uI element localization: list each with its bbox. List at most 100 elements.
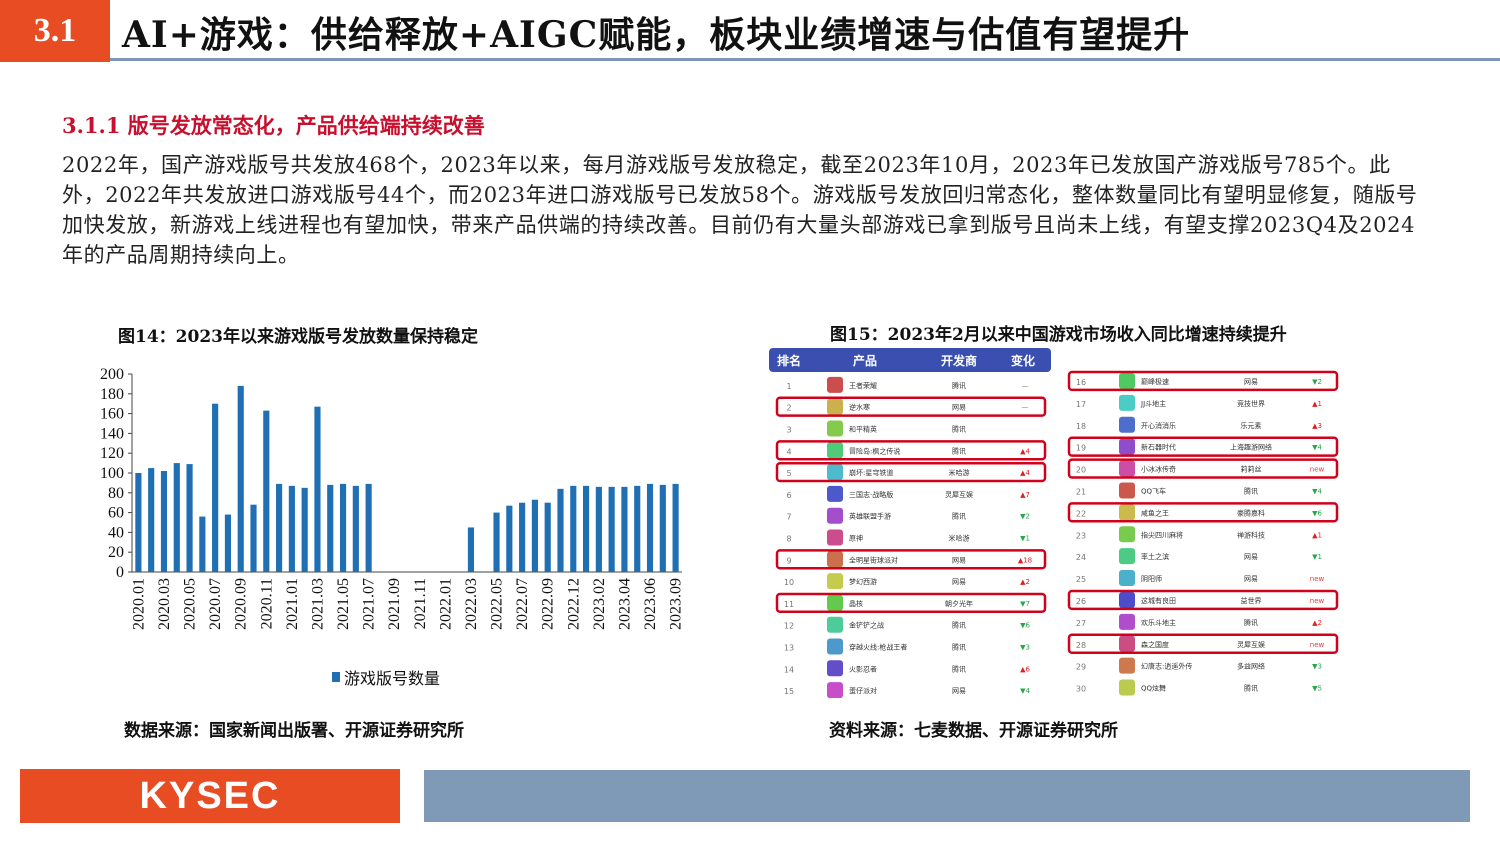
x-tick-label: 2023.04 [616, 578, 633, 630]
developer-name: 益世界 [1241, 596, 1262, 605]
rank-change: ▼3 [1020, 644, 1030, 652]
game-icon [1119, 570, 1135, 587]
rank-number: 24 [1076, 553, 1086, 562]
rank-number: 27 [1076, 619, 1086, 628]
y-tick-label: 140 [100, 425, 124, 442]
game-name: 梦幻西游 [849, 577, 877, 586]
bar [263, 410, 270, 572]
x-tick-label: 2022.07 [514, 578, 531, 630]
game-name: 和平精英 [849, 425, 877, 434]
developer-name: 上海趣游网络 [1230, 443, 1272, 452]
logo-text: KYSEC [139, 775, 281, 817]
rank-number: 9 [786, 556, 791, 565]
y-tick-label: 120 [100, 445, 124, 462]
rank-change: — [1022, 382, 1029, 390]
rank-number: 26 [1076, 597, 1086, 606]
game-name: 新石器时代 [1141, 443, 1176, 452]
bar [621, 486, 628, 572]
x-tick-label: 2021.01 [284, 578, 301, 630]
x-tick-label: 2021.09 [386, 578, 403, 630]
game-icon [1119, 526, 1135, 543]
developer-name: 豪腾嘉科 [1237, 508, 1265, 517]
x-tick-label: 2022.12 [565, 578, 582, 630]
bar [250, 504, 257, 572]
rank-change: ▲6 [1020, 665, 1030, 673]
x-tick-label: 2023.06 [642, 578, 659, 630]
x-tick-label: 2020.07 [207, 578, 224, 630]
game-name: 森之国度 [1141, 640, 1169, 649]
game-name: QQ飞车 [1141, 486, 1166, 495]
game-icon [827, 529, 843, 546]
figure14-source: 数据来源：国家新闻出版署、开源证券研究所 [124, 721, 464, 741]
bar [583, 485, 590, 572]
developer-name: 禅游科技 [1237, 530, 1265, 539]
footer-bar [424, 770, 1470, 822]
bar [148, 468, 155, 572]
game-name: 王者荣耀 [849, 381, 877, 390]
y-tick-label: 60 [108, 505, 124, 522]
developer-name: 灵犀互娱 [1237, 640, 1265, 649]
rank-change: ▲4 [1020, 469, 1030, 477]
developer-name: 网易 [952, 578, 966, 586]
rank-change: new [1310, 597, 1325, 605]
highlight-box [775, 592, 1047, 614]
bar [173, 463, 180, 572]
game-name: 逆水寒 [849, 403, 870, 412]
rank-number: 6 [786, 491, 791, 500]
bar [212, 403, 219, 572]
game-icon [827, 442, 843, 459]
rank-change: ▼4 [1312, 487, 1322, 495]
rank-number: 4 [786, 447, 791, 456]
rank-number: 25 [1076, 575, 1086, 584]
kysec-logo: KYSEC [20, 769, 400, 823]
game-icon [1119, 657, 1135, 674]
highlight-box [775, 396, 1047, 417]
game-icon [1119, 548, 1135, 565]
rank-number: 23 [1076, 531, 1086, 540]
rank-number: 1 [786, 382, 791, 391]
rank-change: new [1310, 466, 1325, 474]
rank-number: 21 [1076, 487, 1086, 496]
bar [467, 527, 475, 572]
developer-name: 米哈游 [949, 468, 970, 477]
developer-name: 竞技世界 [1237, 399, 1265, 408]
developer-name: 腾讯 [952, 621, 966, 630]
rank-number: 12 [784, 622, 794, 631]
bar [595, 486, 602, 572]
developer-name: 网易 [1244, 378, 1258, 386]
bar [634, 485, 641, 572]
header-divider [110, 58, 1500, 61]
game-icon [1119, 613, 1135, 630]
highlight-box [775, 461, 1047, 483]
legend-swatch [332, 672, 340, 682]
rank-number: 7 [786, 513, 791, 522]
bar [570, 485, 577, 572]
game-name: 指尖四川麻将 [1141, 530, 1183, 539]
y-tick-label: 40 [108, 524, 124, 541]
bar [352, 485, 359, 572]
game-name: 穿越火线:枪战王者 [849, 643, 907, 652]
rank-change: ▼5 [1312, 685, 1322, 693]
bar [672, 483, 679, 572]
developer-name: 莉莉丝 [1241, 465, 1262, 474]
developer-name: 网易 [1244, 575, 1258, 583]
rank-change: ▲18 [1018, 556, 1032, 564]
game-name: 巅峰极速 [1141, 377, 1169, 386]
rank-change: ▲4 [1020, 447, 1030, 455]
game-icon [827, 573, 843, 590]
rank-change: ▲2 [1312, 619, 1322, 627]
y-tick-label: 100 [100, 465, 124, 482]
ranking-header-label: 变化 [1011, 353, 1035, 368]
bar [327, 484, 334, 572]
game-name: 欢乐斗地主 [1141, 618, 1176, 627]
rank-change: ▼1 [1020, 535, 1030, 543]
ranking-header-label: 开发商 [941, 353, 977, 368]
game-icon [827, 507, 843, 524]
rank-number: 18 [1076, 422, 1086, 431]
rank-number: 22 [1076, 509, 1086, 518]
x-tick-label: 2021.03 [309, 578, 326, 630]
game-name: 金铲铲之战 [849, 621, 884, 630]
game-name: 率土之滨 [1141, 552, 1169, 561]
highlight-box [775, 440, 1047, 461]
game-icon [827, 485, 843, 502]
